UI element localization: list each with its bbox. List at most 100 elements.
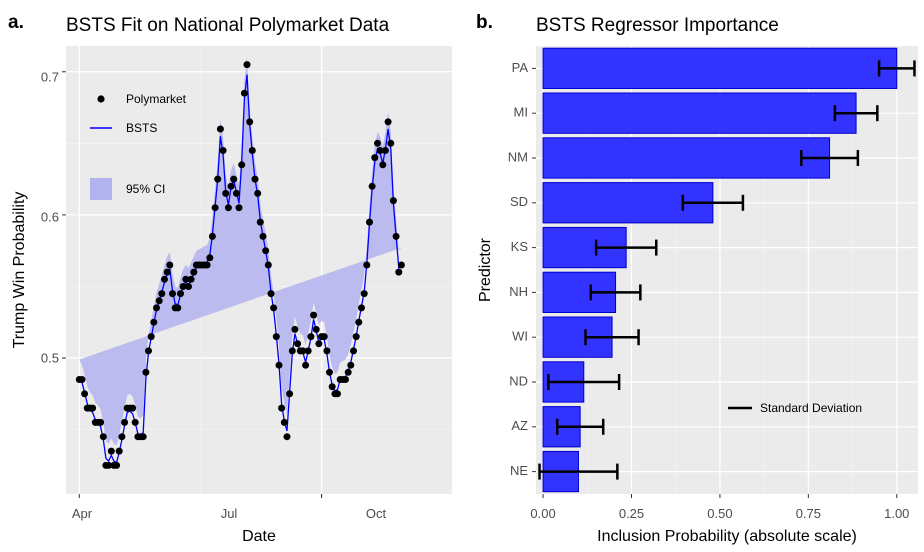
polymarket-point (115, 447, 123, 455)
polymarket-point (355, 318, 363, 326)
polymarket-point (352, 333, 360, 341)
category-label: MI (514, 105, 528, 120)
polymarket-point (121, 418, 129, 426)
polymarket-point (310, 311, 318, 319)
polymarket-point (142, 368, 150, 376)
polymarket-point (291, 325, 299, 333)
category-label: ND (509, 373, 528, 388)
y-tick-label: 0.5 (41, 350, 59, 365)
x-tick-label: 1.00 (884, 506, 909, 521)
panel-b-y-axis-label: Predictor (477, 237, 494, 302)
panel-a-polymarket-points (75, 61, 405, 469)
polymarket-point (153, 304, 160, 312)
x-tick-label: 0.25 (619, 506, 644, 521)
panel-a-legend: Polymarket BSTS 95% CI (90, 92, 187, 200)
polymarket-point (379, 161, 387, 169)
legend-sd-label: Standard Deviation (760, 401, 862, 415)
polymarket-point (222, 189, 230, 197)
polymarket-point (246, 118, 254, 126)
panel-a-x-axis-label: Date (242, 528, 276, 545)
polymarket-point (232, 189, 240, 197)
polymarket-point (248, 147, 256, 154)
polymarket-point (230, 175, 238, 183)
polymarket-point (347, 361, 355, 369)
polymarket-point (381, 147, 389, 154)
polymarket-point (139, 433, 147, 441)
polymarket-point (264, 261, 272, 269)
polymarket-point (158, 290, 166, 298)
polymarket-point (384, 118, 392, 126)
category-label: NH (509, 284, 528, 299)
bar-pa (542, 47, 898, 89)
polymarket-point (185, 283, 192, 290)
polymarket-point (251, 175, 259, 183)
x-tick-label: 0.50 (707, 506, 732, 521)
panel-b-legend: Standard Deviation (728, 401, 862, 415)
panel-b: b. BSTS Regressor Importance PA MI NM SD KS N… (476, 12, 918, 545)
polymarket-point (278, 404, 286, 412)
polymarket-point (89, 404, 97, 412)
polymarket-point (235, 204, 243, 212)
bar-mi (542, 92, 857, 134)
polymarket-point (307, 333, 315, 341)
polymarket-point (323, 347, 331, 355)
polymarket-point (219, 147, 227, 154)
polymarket-point (256, 218, 264, 226)
category-label: KS (511, 239, 529, 254)
polymarket-point (371, 154, 379, 162)
panel-a-ci-band (79, 57, 402, 446)
polymarket-point (262, 247, 270, 255)
x-tick-label: Jul (221, 506, 238, 521)
polymarket-point (216, 125, 224, 133)
polymarket-point (113, 461, 121, 469)
polymarket-point (358, 304, 365, 312)
polymarket-point (328, 383, 336, 391)
polymarket-point (315, 340, 323, 348)
polymarket-point (147, 333, 155, 341)
polymarket-point (240, 89, 248, 97)
polymarket-point (131, 418, 139, 426)
polymarket-point (150, 318, 158, 326)
category-label: SD (510, 194, 528, 209)
polymarket-point (161, 275, 168, 283)
bar-nm (542, 137, 831, 179)
polymarket-point (374, 139, 381, 147)
polymarket-point (272, 333, 280, 341)
legend-ci-key (90, 178, 112, 200)
polymarket-point (163, 268, 171, 276)
panel-a-title: BSTS Fit on National Polymarket Data (66, 15, 390, 36)
polymarket-point (288, 347, 296, 355)
polymarket-point (275, 361, 283, 369)
polymarket-point (179, 283, 187, 290)
category-label: NM (508, 149, 528, 164)
polymarket-point (342, 376, 349, 383)
polymarket-point (187, 275, 195, 283)
panel-b-title: BSTS Regressor Importance (536, 15, 779, 36)
polymarket-point (312, 325, 320, 333)
legend-ci-label: 95% CI (126, 182, 165, 196)
polymarket-point (286, 390, 294, 398)
category-label: PA (512, 60, 529, 75)
polymarket-point (169, 290, 176, 298)
panel-b-label: b. (476, 12, 493, 33)
legend-bsts-label: BSTS (126, 121, 157, 135)
polymarket-point (334, 390, 341, 398)
polymarket-point (283, 433, 291, 441)
polymarket-point (214, 175, 222, 183)
panel-a-x-ticks: Apr Jul Oct (72, 494, 386, 521)
polymarket-point (368, 182, 376, 190)
panel-a-label: a. (8, 12, 24, 33)
panel-b-error-bars (538, 60, 916, 480)
polymarket-point (259, 232, 267, 240)
ci-band (79, 57, 402, 446)
polymarket-point (155, 297, 163, 305)
polymarket-point (267, 290, 275, 298)
panel-b-bars (542, 47, 898, 493)
polymarket-point (366, 218, 373, 226)
polymarket-point (360, 290, 368, 298)
category-label: NE (510, 463, 528, 478)
polymarket-point (299, 347, 307, 355)
polymarket-point (118, 433, 126, 441)
polymarket-point (129, 404, 137, 412)
polymarket-point (97, 418, 105, 426)
